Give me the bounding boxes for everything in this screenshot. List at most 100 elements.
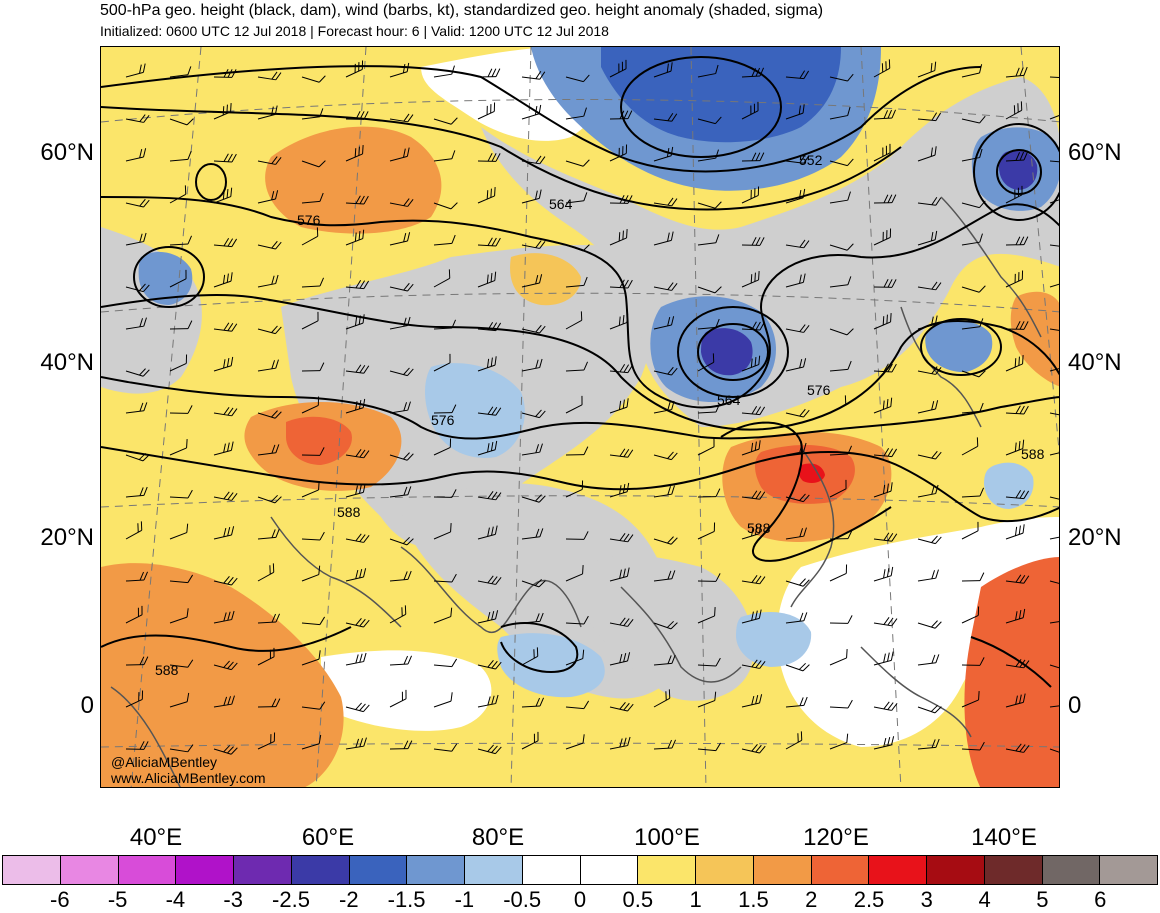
wind-barb: [697, 403, 721, 414]
wind-barb: [565, 446, 589, 456]
light-blue-region-pacific: [984, 462, 1034, 509]
wind-barb: [477, 610, 499, 624]
wind-barb: [345, 618, 370, 628]
wind-barb: [741, 405, 766, 416]
wind-barb: [697, 488, 721, 498]
contour-label: 564: [717, 392, 741, 408]
wind-barb: [609, 652, 631, 666]
wind-barb: [1049, 704, 1059, 708]
wind-barb: [257, 732, 276, 750]
colorbar-swatch: [291, 856, 350, 884]
contour-label: 588: [747, 520, 771, 536]
wind-barb: [697, 353, 715, 372]
wind-barb: [1005, 658, 1030, 669]
wind-barb: [741, 524, 762, 540]
wind-barb: [653, 197, 678, 207]
contour-label: 564: [549, 196, 573, 212]
light-blue-region-tibet: [425, 363, 525, 458]
wind-barb: [697, 522, 716, 540]
wind-barb: [257, 698, 281, 708]
wind-barb: [1005, 489, 1030, 500]
wind-barb: [301, 565, 321, 582]
wind-barb: [125, 402, 148, 414]
light-blue-region-bay: [497, 633, 605, 698]
wind-barb: [1049, 496, 1059, 502]
blue-region-mongolia-core: [701, 328, 753, 376]
wind-barb: [301, 734, 322, 750]
colorbar-label: 6: [1094, 887, 1107, 912]
wind-barb: [389, 232, 411, 246]
wind-barb: [1005, 236, 1029, 246]
wind-barb: [653, 654, 676, 666]
wind-barb: [389, 316, 411, 330]
wind-barb: [829, 328, 854, 336]
wind-barb: [521, 697, 545, 708]
lon-label: 140°E: [971, 824, 1037, 851]
wind-barb: [521, 494, 546, 503]
wind-barb: [873, 447, 898, 458]
darkred-spot-china: [798, 463, 825, 483]
wind-barb: [125, 605, 143, 624]
wind-barb: [697, 201, 722, 209]
wind-barb: [433, 607, 453, 624]
wind-barb: [873, 482, 893, 498]
grey-region-india: [401, 483, 676, 699]
wind-barb: [653, 451, 678, 461]
wind-barb: [565, 276, 588, 288]
wind-barb: [389, 147, 410, 162]
wind-barb: [125, 690, 144, 708]
wind-barb: [213, 153, 237, 163]
wind-barb: [433, 319, 457, 330]
wind-barb: [301, 616, 326, 626]
wind-barb: [433, 65, 455, 78]
colorbar-swatch: [176, 856, 234, 884]
wind-barb: [169, 405, 193, 414]
wind-barb: [213, 272, 233, 288]
wind-barb: [961, 115, 986, 124]
wind-barb: [213, 187, 233, 204]
wind-barb: [389, 486, 412, 498]
wind-barb: [257, 240, 282, 250]
wind-barb: [477, 356, 497, 372]
wind-barb: [741, 659, 766, 669]
wind-barb: [345, 229, 365, 246]
wind-barb: [125, 368, 150, 377]
credit-handle: @AliciaMBentley: [111, 754, 218, 770]
wind-barb: [917, 569, 939, 582]
wind-barb: [1005, 151, 1029, 162]
wind-barb: [961, 200, 986, 209]
orange-region-central: [510, 253, 581, 306]
wind-barb: [565, 734, 585, 750]
colorbar-label: -6: [50, 887, 70, 912]
colorbar-label: 0.5: [622, 887, 654, 912]
wind-barb: [477, 271, 497, 288]
wind-barb: [169, 185, 187, 204]
wind-barb: [741, 694, 763, 708]
wind-barb: [653, 739, 677, 750]
wind-barb: [785, 104, 805, 120]
wind-barb: [917, 112, 942, 122]
wind-barb: [917, 366, 942, 375]
wind-barb: [169, 118, 194, 126]
wind-barb: [609, 110, 633, 120]
wind-barb: [785, 527, 807, 540]
wind-barb: [213, 356, 234, 372]
wind-barb: [917, 146, 937, 162]
wind-barb: [169, 66, 192, 78]
wind-barb: [521, 731, 539, 750]
wind-barb: [433, 269, 451, 288]
wind-barb: [521, 189, 542, 204]
wind-barb: [389, 655, 413, 666]
credit-website: www.AliciaMBentley.com: [111, 770, 266, 786]
wind-barb: [389, 113, 414, 123]
wind-barb: [653, 366, 678, 376]
lat-label-left: 40°N: [40, 349, 94, 376]
wind-barb: [917, 400, 939, 414]
wind-barb: [477, 321, 502, 332]
lat-label-left: 20°N: [40, 524, 94, 551]
wind-barb: [213, 660, 238, 671]
wind-barb: [653, 62, 673, 78]
wind-barb: [741, 574, 766, 585]
wind-barb: [389, 740, 413, 750]
wind-barb: [741, 609, 762, 624]
